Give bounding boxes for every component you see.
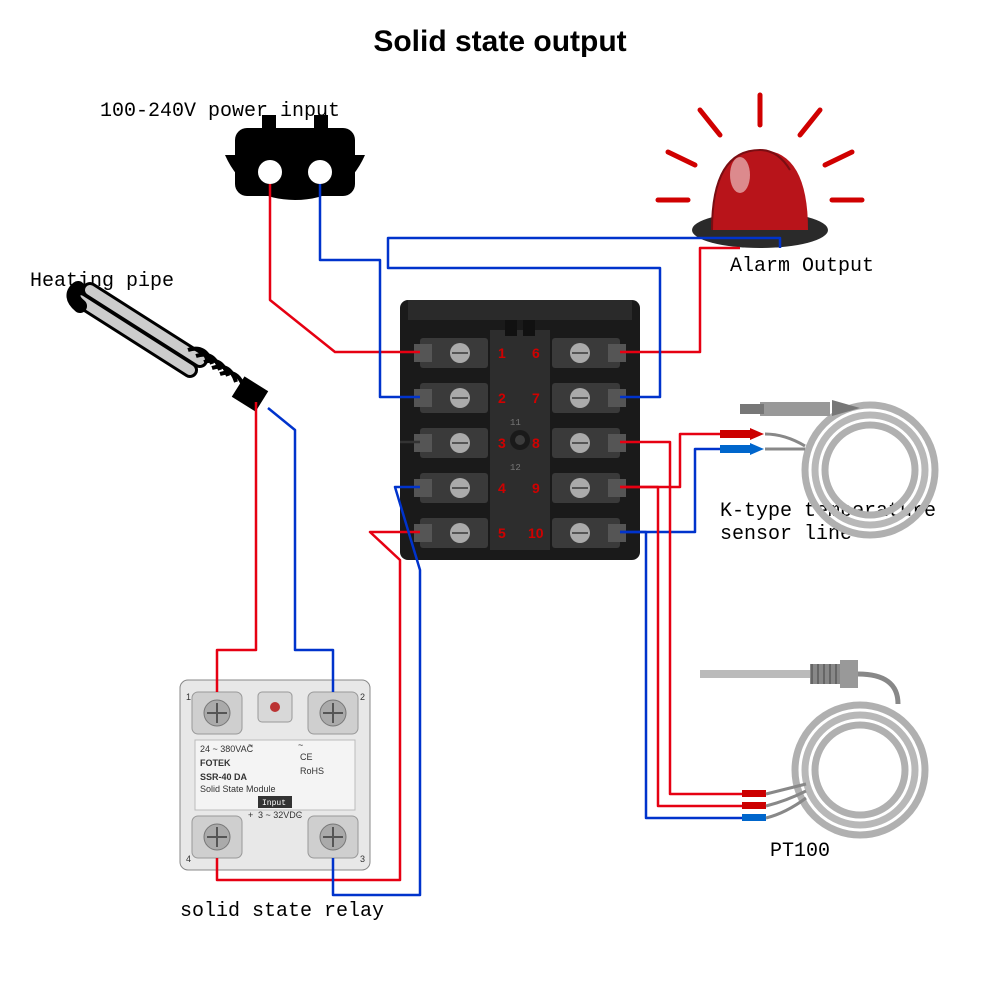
svg-text:+: +: [248, 810, 253, 820]
heating-pipe-icon: [73, 288, 268, 412]
svg-text:1: 1: [498, 345, 506, 361]
svg-text:3: 3: [498, 435, 506, 451]
page-title: Solid state output: [0, 25, 1000, 59]
svg-text:12: 12: [510, 463, 521, 473]
svg-text:7: 7: [532, 390, 540, 406]
svg-text:Input: Input: [262, 799, 286, 808]
svg-text:Solid State Module: Solid State Module: [200, 784, 276, 794]
svg-text:~: ~: [298, 740, 303, 750]
svg-text:~: ~: [248, 740, 253, 750]
label-k-sensor: K-type temperature sensor line: [720, 500, 936, 546]
alarm-light-icon: [658, 95, 862, 248]
ssr-icon: 24 ~ 380VAC FOTEK SSR-40 DA Solid State …: [180, 680, 370, 870]
svg-text:10: 10: [528, 525, 544, 541]
svg-text:3: 3: [360, 854, 365, 864]
label-ssr: solid state relay: [180, 900, 384, 923]
svg-text:RoHS: RoHS: [300, 766, 324, 776]
svg-text:2: 2: [360, 692, 365, 702]
svg-text:3 ~ 32VDC: 3 ~ 32VDC: [258, 810, 303, 820]
label-power-input: 100-240V power input: [100, 100, 340, 123]
svg-text:9: 9: [532, 480, 540, 496]
label-alarm-output: Alarm Output: [730, 255, 874, 278]
wires: [217, 184, 780, 895]
svg-text:SSR-40 DA: SSR-40 DA: [200, 772, 248, 782]
svg-text:8: 8: [532, 435, 540, 451]
svg-text:24 ~ 380VAC: 24 ~ 380VAC: [200, 744, 254, 754]
label-heating-pipe: Heating pipe: [30, 270, 174, 293]
controller-icon: 1 2 3 4 5 6 7 8 9 10 11 12: [400, 300, 640, 560]
svg-text:11: 11: [510, 418, 521, 428]
svg-text:FOTEK: FOTEK: [200, 758, 231, 768]
svg-text:4: 4: [186, 854, 191, 864]
label-pt100: PT100: [770, 840, 830, 863]
svg-text:1: 1: [186, 692, 191, 702]
svg-text:6: 6: [532, 345, 540, 361]
svg-text:4: 4: [498, 480, 506, 496]
power-plug-icon: [225, 115, 365, 200]
svg-text:-: -: [298, 810, 301, 820]
svg-text:2: 2: [498, 390, 506, 406]
svg-text:CE: CE: [300, 752, 313, 762]
svg-text:5: 5: [498, 525, 506, 541]
pt100-icon: [700, 660, 925, 835]
